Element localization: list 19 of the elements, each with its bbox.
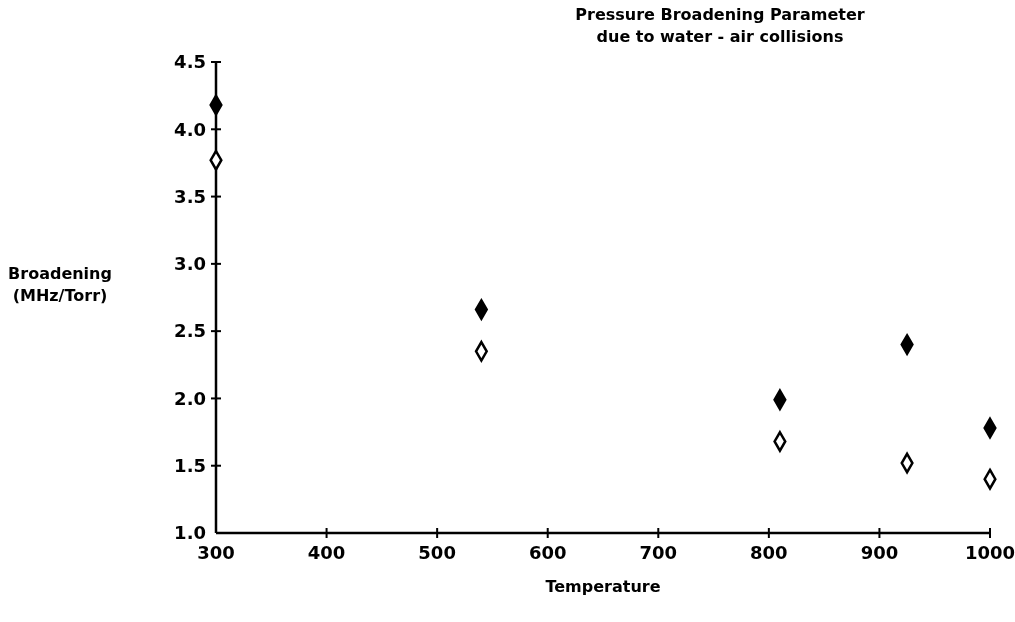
- x-tick-label: 500: [418, 542, 456, 563]
- chart-title: Pressure Broadening Parameter due to water - air collisions: [575, 5, 865, 46]
- x-tick-label: 300: [197, 542, 235, 563]
- y-tick-label: 2.0: [174, 387, 206, 409]
- y-tick-label: 4.0: [174, 118, 206, 140]
- x-tick-label: 700: [639, 542, 678, 563]
- x-tick-label: 1000: [964, 542, 1015, 563]
- x-tick-label: 600: [528, 542, 567, 563]
- y-tick-label: 1.5: [174, 455, 206, 477]
- y-tick-label: 2.5: [174, 320, 206, 342]
- x-tick-label: 900: [860, 542, 899, 563]
- y-tick-label: 3.5: [174, 185, 206, 207]
- y-tick-label: 1.0: [174, 522, 206, 544]
- y-tick-label: 3.0: [174, 253, 206, 275]
- y-axis-title: Broadening (MHz/Torr): [8, 263, 112, 305]
- y-tick-label: 4.5: [174, 51, 206, 73]
- x-tick-label: 800: [750, 542, 788, 563]
- x-axis-title: Temperature: [545, 577, 661, 596]
- x-tick-label: 400: [307, 542, 346, 563]
